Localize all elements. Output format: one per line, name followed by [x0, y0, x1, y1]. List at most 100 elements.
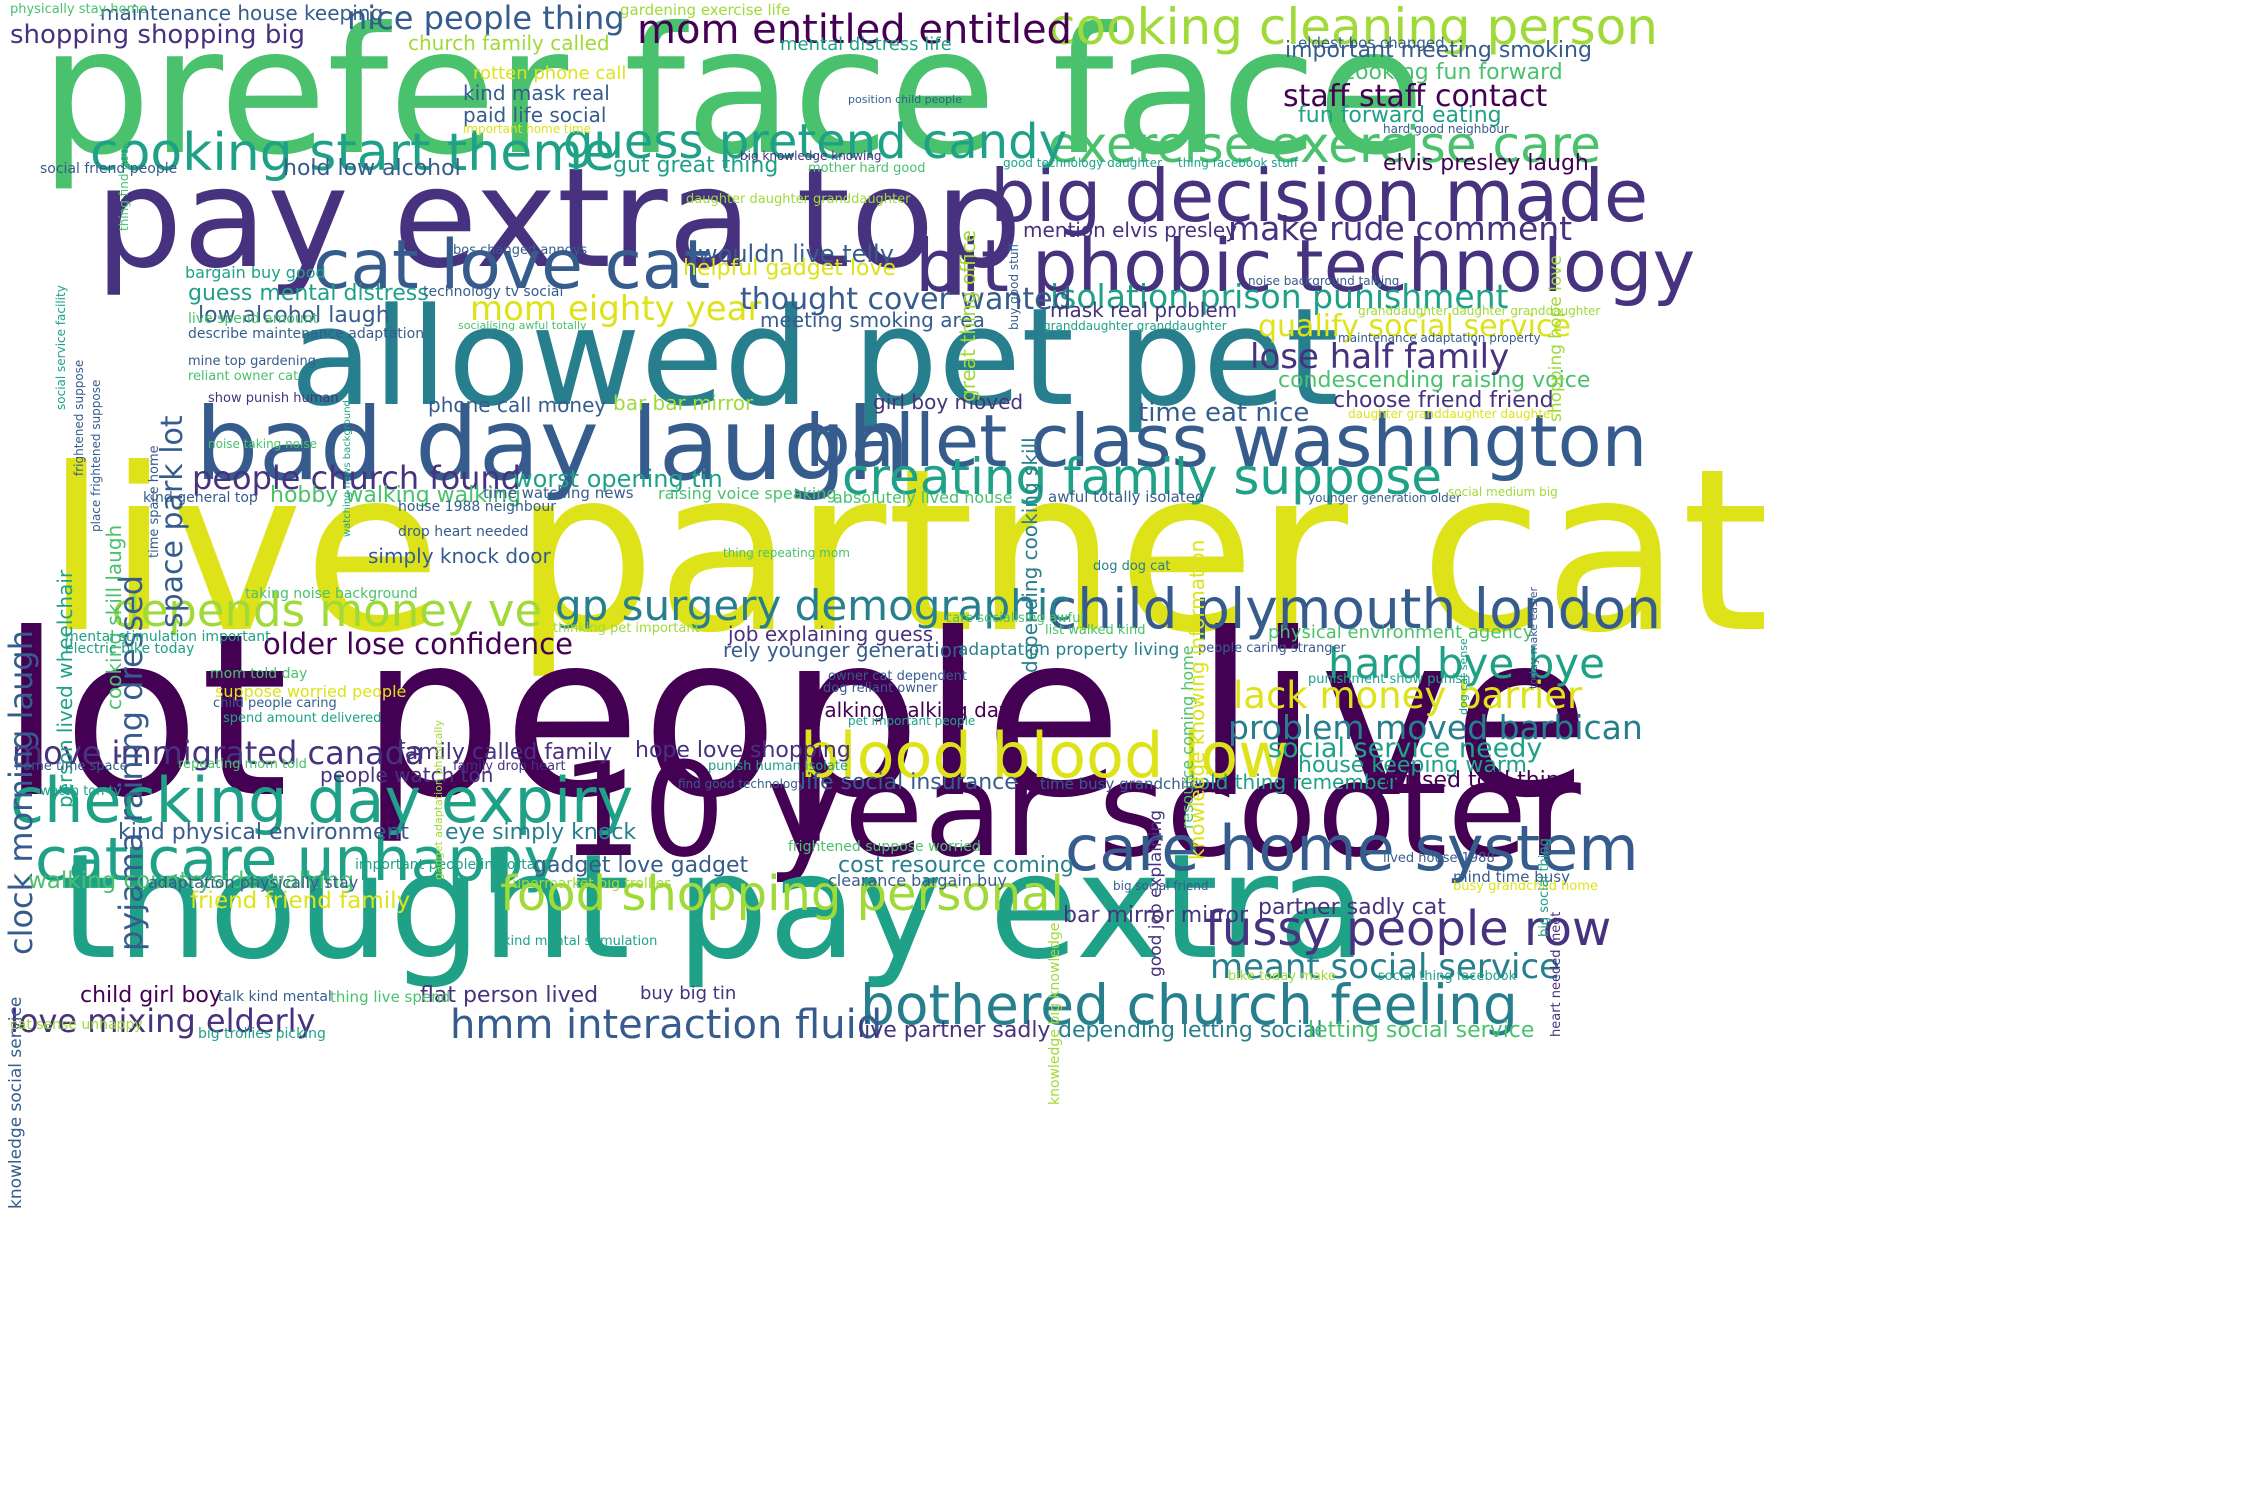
cloud-word: gut great thing [613, 153, 779, 178]
cloud-word: checking day expiry [10, 764, 634, 837]
cloud-word: girl boy moved [873, 390, 1024, 414]
cloud-word: bargain buy good [185, 263, 326, 282]
cloud-word: family called family [397, 740, 613, 765]
cloud-word: live partner cat [45, 421, 1770, 683]
cloud-word: bit phobic technology [915, 224, 1696, 308]
cloud-word: choose friend friend [1333, 388, 1554, 413]
cloud-word: lot people live [0, 586, 1591, 848]
cloud-word: good job explaining [1146, 810, 1166, 978]
cloud-word: talk kind mental [218, 989, 332, 1005]
cloud-word: prefer face face [40, 0, 1425, 194]
cloud-word: bothered church feeling [860, 973, 1518, 1037]
cloud-word: kind physical environment [118, 820, 410, 845]
cloud-word: granddaughter granddaughter [1043, 319, 1227, 333]
cloud-word: noise taking noise [208, 437, 318, 451]
cloud-word: move immigrated canada [12, 734, 425, 772]
cloud-word: technology tv social [423, 284, 564, 300]
cloud-word: eldest bos changed [1298, 34, 1445, 52]
cloud-word: child people caring [213, 696, 337, 711]
cloud-word: people watch ton [320, 763, 494, 787]
cloud-word: hold low alcohol [283, 156, 461, 181]
cloud-word: bar bar mirror [613, 391, 754, 415]
cloud-word: gp surgery demographic [555, 581, 1072, 630]
cloud-word: helpful gadget love [683, 256, 897, 281]
cloud-word: love mixing elderly [10, 1002, 316, 1040]
cloud-word: lived house 1988 [1383, 851, 1495, 866]
cloud-word: child plymouth london [1047, 577, 1661, 641]
cloud-word: mind time busy [1453, 868, 1570, 886]
cloud-word: friend friend family [190, 888, 411, 914]
cloud-word: taking noise background [245, 586, 418, 602]
cloud-word: rely younger generation [723, 638, 965, 662]
cloud-word: mask real problem [1050, 298, 1238, 322]
cloud-word: meant social service [1210, 947, 1561, 987]
cloud-word: socialising awful totally [458, 319, 587, 332]
cloud-word: care socialising awful [945, 611, 1085, 626]
cloud-word: fussy people row [1205, 901, 1612, 957]
cloud-word: frightened suppose [72, 360, 86, 477]
cloud-word: eye simply knock [445, 820, 637, 845]
cloud-word: hobby walking walking [270, 483, 522, 508]
cloud-word: social service needy [1268, 733, 1543, 764]
cloud-word: mom eighty year [470, 289, 762, 329]
cloud-word: kind mask real [463, 81, 610, 105]
cloud-word: daughter daughter granddaughter [686, 192, 911, 207]
cloud-word: bar mirror mirror [1063, 903, 1249, 928]
cloud-word: mental stimulation important [65, 629, 271, 645]
cloud-word: social service facility [54, 285, 68, 410]
cloud-word: family drop heart [453, 759, 566, 774]
cloud-word: people caring stranger [1198, 641, 1346, 656]
cloud-word: told thing remember [1190, 770, 1398, 794]
cloud-word: exercise exercise care [1048, 116, 1601, 174]
cloud-word: house keeping warm [1298, 753, 1527, 778]
cloud-word: depending letting social [1058, 1018, 1323, 1043]
cloud-word: repeating mom told [178, 757, 307, 772]
cloud-word: bos changed annoys [453, 243, 588, 258]
cloud-word: rotten phone call [473, 63, 627, 84]
cloud-word: hard bye bye [1328, 639, 1605, 688]
cloud-word: older lose confidence [263, 627, 573, 661]
cloud-word: thing live spend [330, 988, 451, 1006]
cloud-word: mother hard good [808, 161, 926, 176]
cloud-word: social medium big [1448, 485, 1558, 499]
cloud-word: adaptation physically stay [148, 873, 359, 892]
cloud-word: depends money ve [112, 584, 543, 637]
cloud-word: clock morning laugh [2, 630, 40, 956]
cloud-word: letting social service [1308, 1018, 1535, 1043]
cloud-word: flat person lived [420, 983, 599, 1008]
cloud-word: walking countryside walking [28, 868, 355, 894]
cloud-word: allowed pet pet [290, 279, 1339, 436]
cloud-word: condescending raising voice [1278, 368, 1591, 393]
cloud-word: isolation prison punishment [1050, 277, 1509, 316]
cloud-word: suppose worried people [215, 682, 407, 701]
cloud-word: electric bike today [65, 641, 195, 657]
cloud-word: list walked kind [1045, 623, 1146, 638]
cloud-word: punishment show punish [1308, 672, 1471, 687]
cloud-word: live spend amount [188, 311, 319, 327]
cloud-word: gadget adaptation physically [432, 720, 445, 880]
cloud-word: child girl boy [80, 983, 222, 1008]
cloud-word: live partner sadly [858, 1018, 1051, 1043]
cloud-word: hope love shopping [635, 738, 851, 763]
cloud-word: gadget love gadget [533, 853, 749, 878]
cloud-word: dog dog cat [1093, 559, 1171, 574]
cloud-word: staff staff contact [1283, 79, 1548, 114]
cloud-word: cooking skill laugh [102, 525, 126, 711]
cloud-word: 10 year scooter [560, 734, 1581, 886]
cloud-word: mention elvis presley [1023, 218, 1238, 242]
cloud-word: kind general top [143, 490, 258, 506]
cloud-word: wouldn live telly [698, 240, 894, 268]
cloud-word: job explaining guess [728, 622, 934, 646]
cloud-word: worst opening tin [513, 465, 723, 493]
cloud-word: buy good stuff [1007, 243, 1021, 330]
cloud-word: time busy grandchild [1040, 775, 1199, 793]
cloud-word: guess pretend candy [563, 114, 1067, 170]
cloud-word: time eat nice [1138, 398, 1310, 428]
cloud-word: depending cooking skill [1018, 437, 1042, 673]
cloud-word: maintenance adaptation property [1338, 331, 1541, 345]
cloud-word: cat care unhappy [35, 825, 559, 895]
cloud-word: busy grandchild home [1453, 879, 1598, 894]
cloud-word: noise background talking [1248, 274, 1400, 288]
cloud-word: food shopping personal [500, 866, 1064, 922]
cloud-word: clearance bargain buy [828, 871, 1007, 890]
